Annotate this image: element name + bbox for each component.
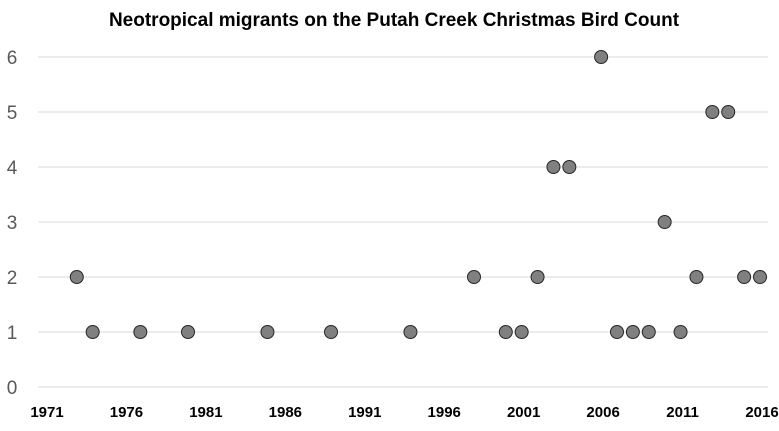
y-tick-label: 3: [7, 213, 18, 234]
data-point: [594, 50, 609, 64]
data-point: [673, 325, 688, 339]
data-point: [69, 270, 84, 284]
x-tick-label: 2006: [586, 404, 619, 421]
data-point: [641, 325, 656, 339]
x-tick-label: 2016: [745, 404, 778, 421]
data-point: [467, 270, 481, 284]
x-axis-ticks: 1971 1976 1981 1986 1991 1996 2001 2006 2011 2016: [30, 404, 778, 421]
data-point: [85, 325, 100, 339]
y-tick-label: 2: [7, 268, 18, 289]
x-tick-label: 1986: [269, 404, 302, 421]
data-point: [403, 325, 418, 339]
data-point: [514, 325, 529, 339]
data-point: [689, 270, 704, 284]
y-tick-label: 1: [7, 323, 18, 344]
data-point: [181, 325, 195, 339]
data-points: [69, 50, 767, 339]
y-tick-label: 5: [7, 103, 18, 124]
y-axis-ticks: 0 1 2 3 4 5 6: [7, 48, 18, 399]
data-point: [530, 270, 545, 284]
data-point: [562, 160, 577, 174]
x-tick-label: 1981: [189, 404, 222, 421]
data-point: [260, 325, 275, 339]
y-tick-label: 4: [7, 158, 18, 179]
data-point: [546, 160, 561, 174]
x-tick-label: 2011: [666, 404, 699, 421]
chart-title: Neotropical migrants on the Putah Creek …: [109, 10, 680, 31]
y-tick-label: 6: [7, 48, 18, 69]
data-point: [721, 105, 736, 119]
data-point: [133, 325, 148, 339]
y-tick-label: 0: [7, 378, 18, 399]
x-tick-label: 2001: [507, 404, 540, 421]
x-tick-label: 1991: [348, 404, 381, 421]
data-point: [610, 325, 624, 339]
x-tick-label: 1976: [110, 404, 143, 421]
x-tick-label: 1996: [428, 404, 461, 421]
data-point: [737, 270, 752, 284]
data-point: [753, 270, 767, 284]
gridlines: [38, 56, 768, 388]
data-point: [498, 325, 513, 339]
data-point: [625, 325, 640, 339]
x-tick-label: 1971: [30, 404, 63, 421]
data-point: [657, 215, 672, 229]
data-point: [705, 105, 720, 119]
data-point: [324, 325, 338, 339]
